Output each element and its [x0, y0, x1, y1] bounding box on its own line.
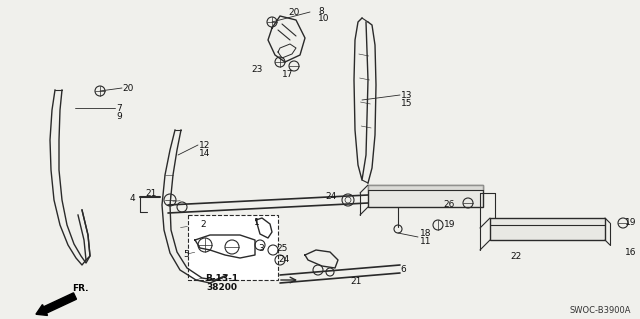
FancyBboxPatch shape	[490, 218, 605, 240]
Text: SWOC-B3900A: SWOC-B3900A	[570, 306, 632, 315]
Text: 5: 5	[183, 250, 189, 259]
FancyArrow shape	[36, 293, 77, 315]
Text: 13: 13	[401, 91, 413, 100]
Text: 20: 20	[288, 8, 300, 17]
Text: 17: 17	[282, 70, 294, 79]
Text: 2: 2	[200, 220, 205, 229]
Text: 21: 21	[145, 189, 156, 198]
Text: 10: 10	[318, 14, 330, 23]
Text: B-13-1: B-13-1	[205, 274, 239, 283]
Text: 7: 7	[116, 104, 122, 113]
Text: 11: 11	[420, 237, 431, 246]
Bar	[188, 215, 278, 280]
Text: 3: 3	[258, 244, 264, 253]
Text: 16: 16	[625, 248, 637, 257]
Text: 6: 6	[400, 265, 406, 274]
Text: 23: 23	[252, 65, 263, 74]
Text: 24: 24	[278, 255, 289, 264]
Text: FR.: FR.	[72, 284, 88, 293]
Text: 18: 18	[420, 229, 431, 238]
FancyBboxPatch shape	[368, 185, 483, 207]
Text: 12: 12	[199, 141, 211, 150]
Text: 22: 22	[510, 252, 521, 261]
Text: 1: 1	[254, 218, 260, 227]
Text: 24: 24	[326, 192, 337, 201]
Text: 19: 19	[625, 218, 637, 227]
Text: 38200: 38200	[207, 283, 237, 292]
Text: 21: 21	[350, 277, 362, 286]
Text: 19: 19	[444, 220, 456, 229]
Text: 15: 15	[401, 99, 413, 108]
Text: 20: 20	[122, 84, 133, 93]
Text: 14: 14	[199, 149, 211, 158]
Text: 26: 26	[444, 200, 455, 209]
Text: 9: 9	[116, 112, 122, 121]
Text: 8: 8	[318, 7, 324, 16]
Text: 4: 4	[130, 194, 136, 203]
Text: 25: 25	[276, 244, 287, 253]
